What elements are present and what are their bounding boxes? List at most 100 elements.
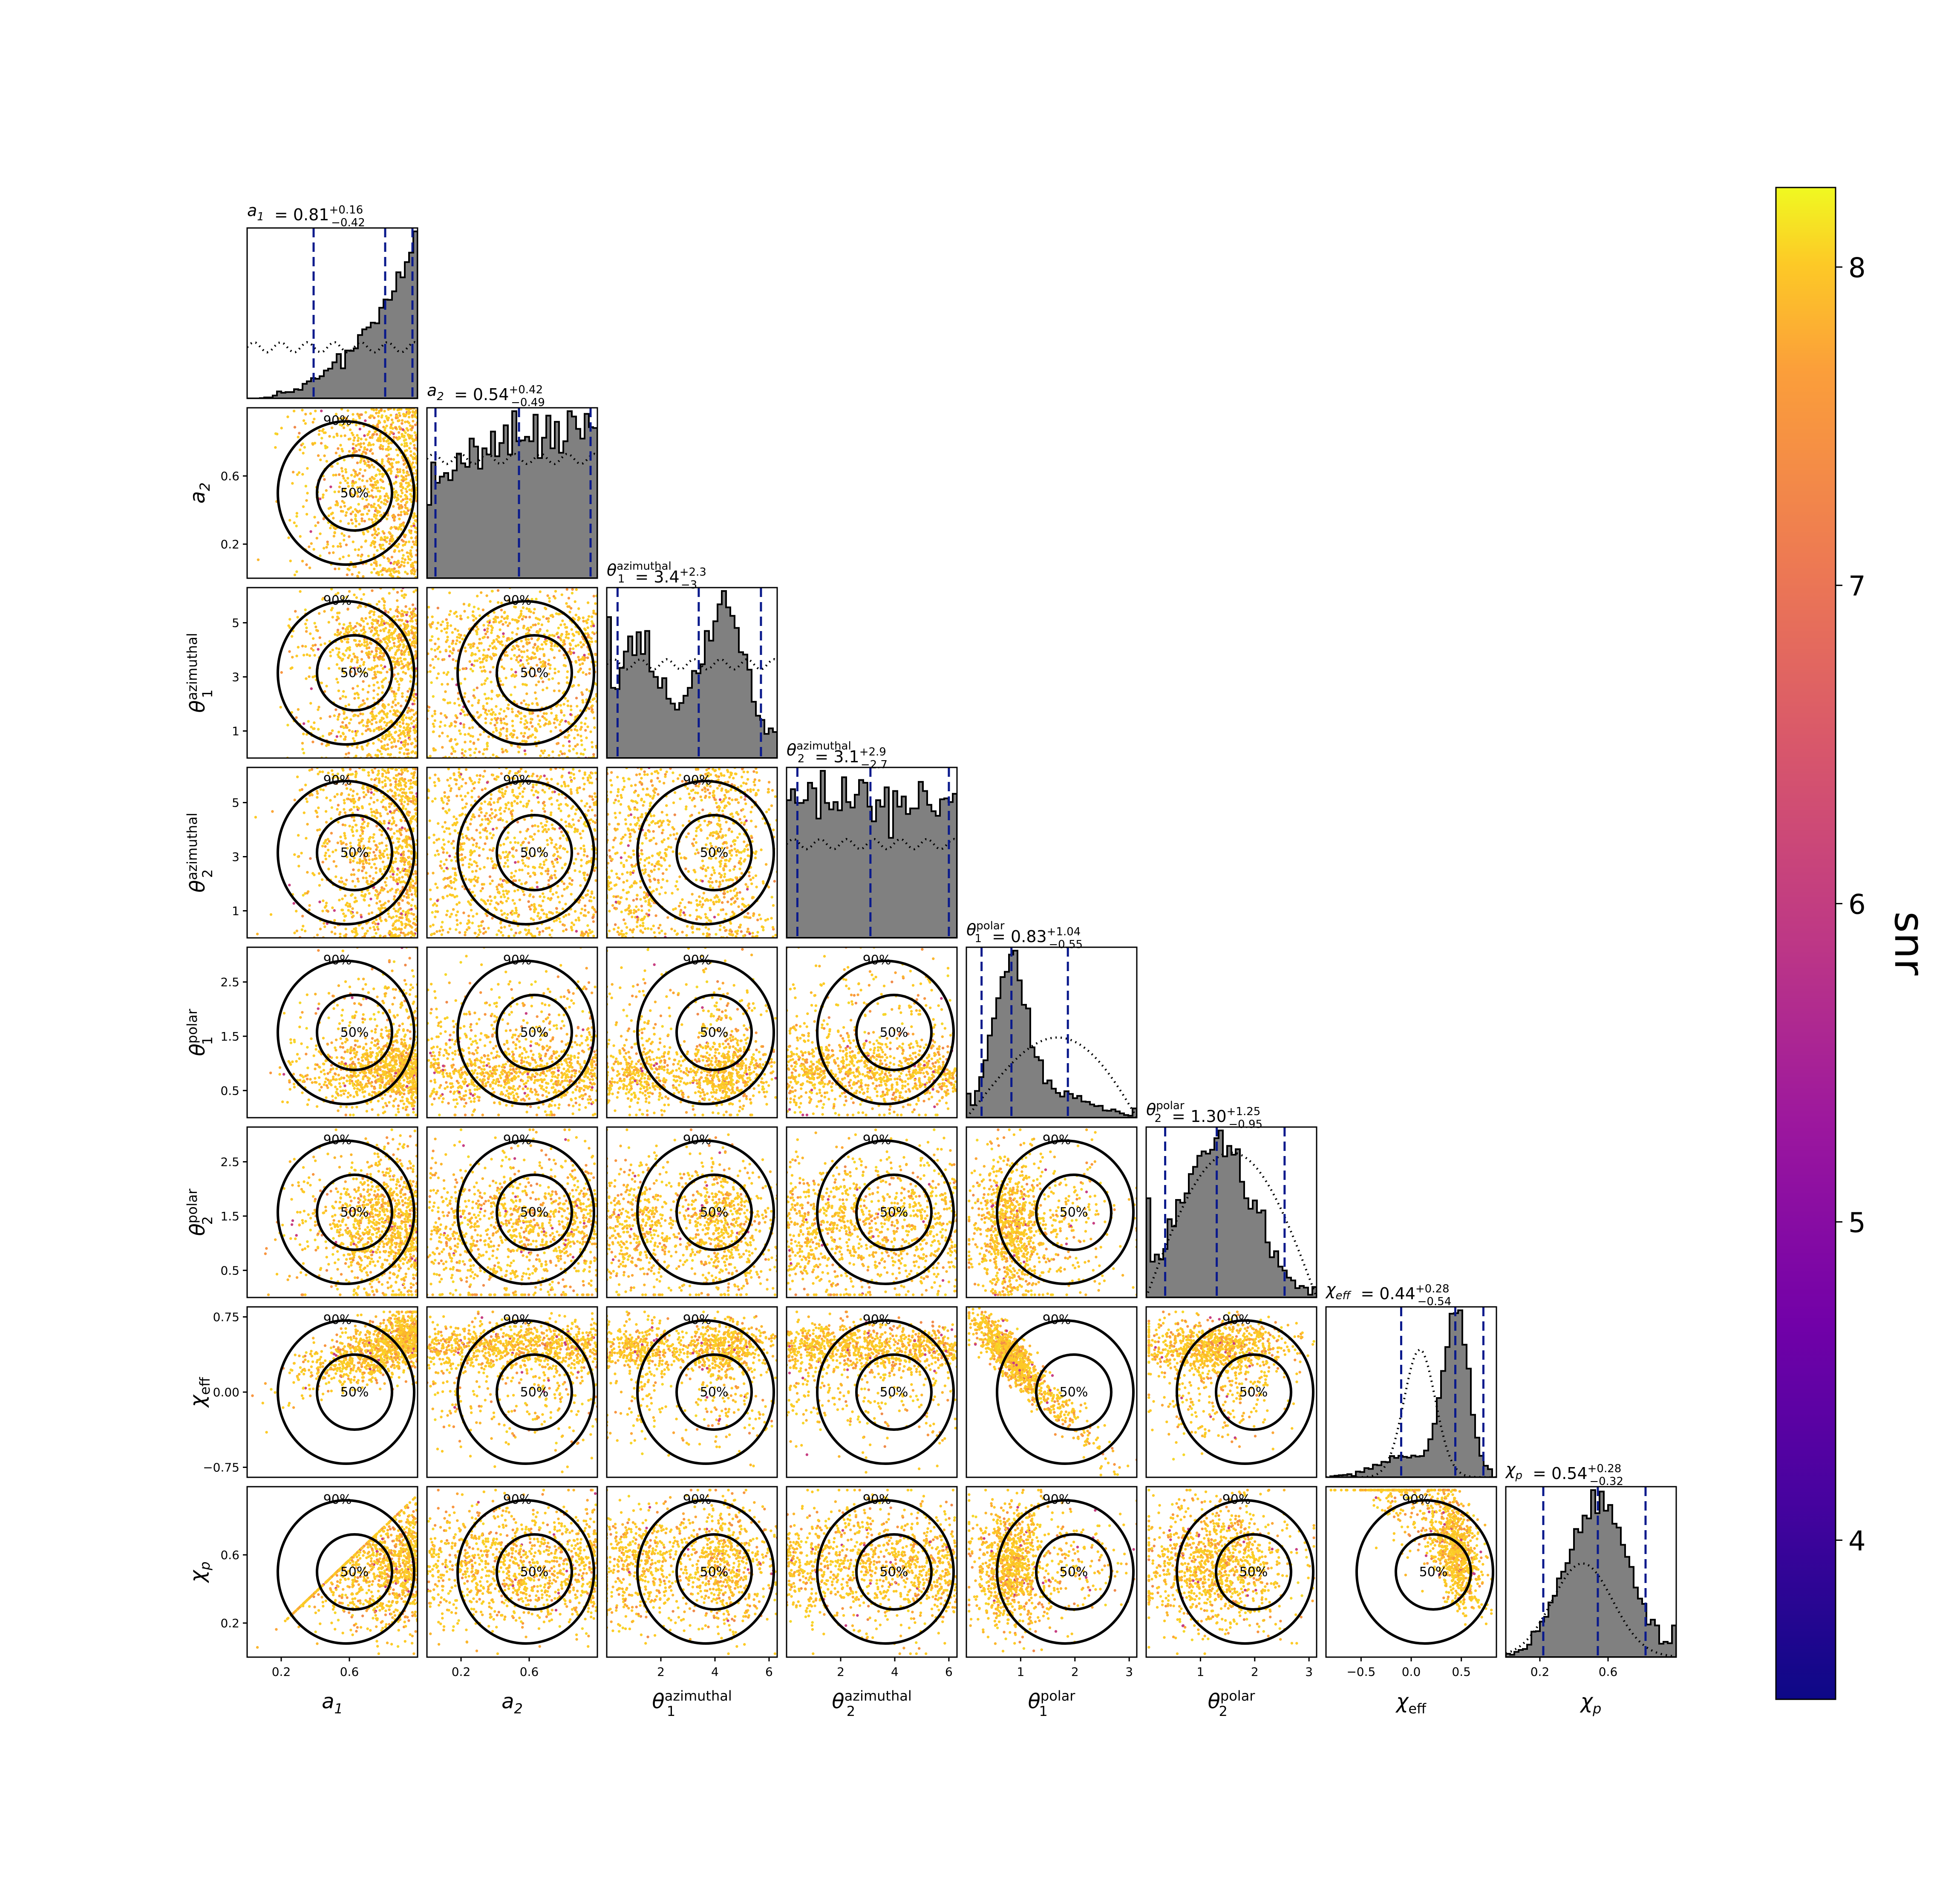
sample-point [558,807,560,810]
sample-point [409,639,411,641]
sample-point [387,442,390,445]
sample-point [575,661,577,663]
sample-point [464,714,466,716]
sample-point [381,786,384,788]
sample-point [313,622,316,624]
sample-point [355,450,357,453]
sample-point [321,845,324,847]
sample-point [318,433,320,435]
sample-point [398,828,401,830]
sample-point [506,707,509,709]
sample-point [409,800,412,802]
sample-point [296,929,298,932]
sample-point [305,499,308,502]
sample-point [386,622,389,625]
sample-point [504,715,507,718]
sample-point [398,663,401,666]
sample-point [397,852,400,855]
sample-point [589,730,592,733]
sample-point [334,633,336,636]
sample-point [512,899,514,902]
sample-point [393,567,396,570]
sample-point [444,628,446,630]
sample-point [443,870,445,872]
sample-point [361,732,363,735]
sample-point [409,411,411,413]
sample-point [459,682,462,685]
sample-point [331,806,333,809]
sample-point [380,614,383,617]
sample-point [493,724,496,727]
sample-point [319,532,321,535]
sample-point [329,527,331,529]
sample-point [463,726,465,728]
sample-point [406,572,409,575]
sample-point [360,559,362,561]
sample-point [594,821,597,824]
sample-point [401,619,403,621]
sample-point [367,433,369,435]
sample-point [344,514,347,516]
sample-point [395,768,398,771]
sample-point [389,710,392,712]
sample-point [399,482,402,484]
sample-point [394,851,397,854]
sample-point [445,867,448,869]
sample-point [313,654,316,657]
sample-point [551,642,553,645]
sample-point [371,858,374,861]
sample-point [469,740,472,743]
sample-point [375,507,377,509]
sample-point [367,444,370,446]
sample-point [408,447,411,450]
sample-point [365,932,367,934]
sample-point [398,619,400,621]
sample-point [525,881,527,884]
sample-point [523,715,526,718]
sample-point [558,793,560,796]
sample-point [308,769,311,771]
sample-point [522,625,525,627]
sample-point [504,677,507,679]
sample-point [401,876,404,878]
sample-point [535,598,537,600]
sample-point [343,712,345,715]
sample-point [385,808,387,811]
sample-point [467,900,470,903]
sample-point [538,658,541,660]
sample-point [355,829,358,832]
sample-point [550,730,552,732]
sample-point [551,803,553,805]
sample-point [301,742,304,744]
sample-point [399,832,402,834]
sample-point [378,721,381,723]
sample-point [435,904,438,907]
sample-point [383,666,386,668]
sample-point [446,622,449,624]
sample-point [314,525,317,527]
sample-point [448,645,450,648]
sample-point [569,644,572,646]
sample-point [341,721,344,724]
sample-point [591,781,593,784]
sample-point [325,810,327,813]
sample-point [412,640,415,643]
sample-point [482,707,485,710]
sample-point [301,915,304,917]
sample-point [344,894,346,897]
sample-point [305,563,308,566]
sample-point [485,659,488,662]
sample-point [359,461,362,464]
sample-point [380,462,383,465]
sample-point [581,908,583,910]
sample-point [511,818,513,820]
sample-point [329,799,331,802]
sample-point [401,613,404,615]
sample-point [563,888,565,891]
sample-point [593,697,595,700]
sample-point [569,648,571,650]
sample-point [361,713,364,715]
sample-point [443,658,445,660]
sample-point [588,672,591,675]
sample-point [311,794,313,796]
